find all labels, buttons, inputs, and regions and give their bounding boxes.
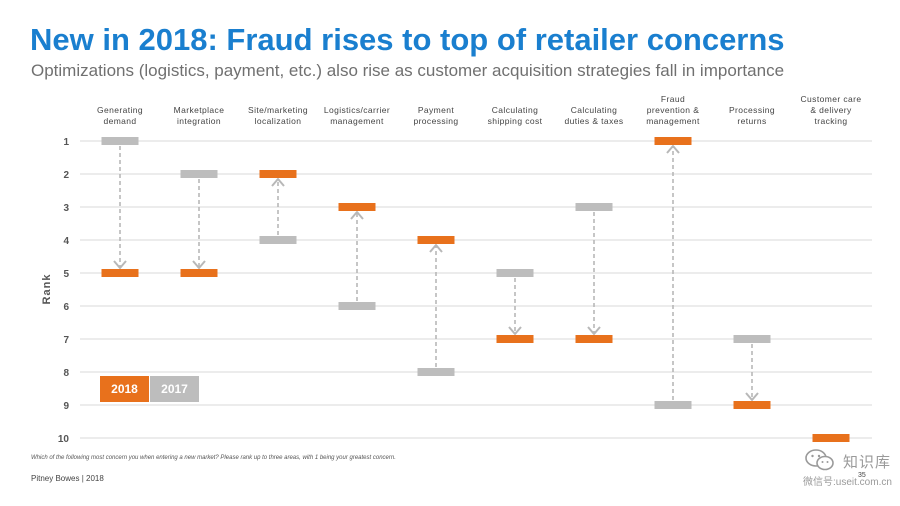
rank-marker-2018 [575, 335, 613, 343]
category-label: management [646, 116, 700, 126]
y-tick-label: 8 [63, 368, 69, 379]
rank-marker-2018 [496, 335, 534, 343]
category-label: Processing [729, 105, 775, 115]
change-arrow-head [113, 260, 127, 269]
y-tick-label: 4 [63, 236, 69, 247]
category-label: Generating [97, 105, 143, 115]
page-subtitle: Optimizations (logistics, payment, etc.)… [31, 61, 785, 80]
watermark: 知识库 微信号:useit.com.cn [803, 447, 895, 491]
rank-marker-2017 [259, 236, 297, 244]
rank-marker-2017 [733, 335, 771, 343]
category-label: demand [103, 116, 136, 126]
watermark-brand: 知识库 [843, 454, 892, 471]
y-tick-label: 6 [63, 302, 69, 313]
category-label: Customer care [801, 94, 862, 104]
category-label: Fraud [661, 94, 685, 104]
watermark-id: 微信号:useit.com.cn [803, 477, 892, 488]
rank-marker-2017 [496, 269, 534, 277]
rank-marker-2017 [417, 368, 455, 376]
rank-marker-2018 [259, 170, 297, 178]
category-label: integration [177, 116, 221, 126]
rank-marker-2018 [338, 203, 376, 211]
y-tick-label: 1 [63, 137, 69, 148]
page-number: 35 [858, 472, 866, 479]
category-label: Calculating [492, 105, 538, 115]
rank-marker-2017 [338, 302, 376, 310]
rank-marker-2018 [101, 269, 139, 277]
category-label: management [330, 116, 384, 126]
category-label: prevention & [647, 105, 700, 115]
y-tick-label: 10 [58, 434, 70, 445]
category-label: localization [255, 116, 302, 126]
category-label: shipping cost [488, 116, 543, 126]
rank-marker-2017 [575, 203, 613, 211]
y-tick-label: 9 [63, 401, 69, 412]
category-label: Site/marketing [248, 105, 308, 115]
category-label: duties & taxes [565, 116, 624, 126]
change-arrow-head [666, 145, 680, 154]
category-label: processing [413, 116, 458, 126]
category-label: Logistics/carrier [324, 105, 390, 115]
rank-marker-2018 [812, 434, 850, 442]
category-label: returns [737, 116, 766, 126]
y-tick-label: 7 [63, 335, 69, 346]
change-arrow-head [587, 326, 601, 335]
rank-marker-2018 [417, 236, 455, 244]
category-label: & delivery [810, 105, 852, 115]
rank-marker-2018 [733, 401, 771, 409]
chart-legend: 2018 2017 [100, 376, 199, 402]
wechat-icon [805, 449, 834, 471]
change-arrow-head [745, 392, 759, 401]
y-tick-label: 3 [63, 203, 69, 214]
change-arrow-head [508, 326, 522, 335]
change-arrow-head [192, 260, 206, 269]
change-arrow-head [350, 211, 364, 220]
y-tick-label: 2 [63, 170, 69, 181]
page-title: New in 2018: Fraud rises to top of retai… [30, 22, 785, 57]
change-arrow-head [271, 178, 285, 187]
y-tick-label: 5 [63, 269, 69, 280]
legend-item-2017: 2017 [150, 376, 199, 402]
category-label: Calculating [571, 105, 617, 115]
category-label: tracking [815, 116, 848, 126]
rank-marker-2017 [654, 401, 692, 409]
rank-marker-2018 [654, 137, 692, 145]
survey-footnote: Which of the following most concern you … [31, 455, 396, 461]
y-axis-label: Rank [41, 274, 53, 305]
change-arrow-head [429, 244, 443, 253]
category-label: Payment [418, 105, 455, 115]
rank-marker-2017 [101, 137, 139, 145]
footer-source: Pitney Bowes | 2018 [31, 474, 104, 483]
legend-item-2018: 2018 [100, 376, 149, 402]
rank-marker-2017 [180, 170, 218, 178]
category-label: Marketplace [174, 105, 225, 115]
rank-marker-2018 [180, 269, 218, 277]
